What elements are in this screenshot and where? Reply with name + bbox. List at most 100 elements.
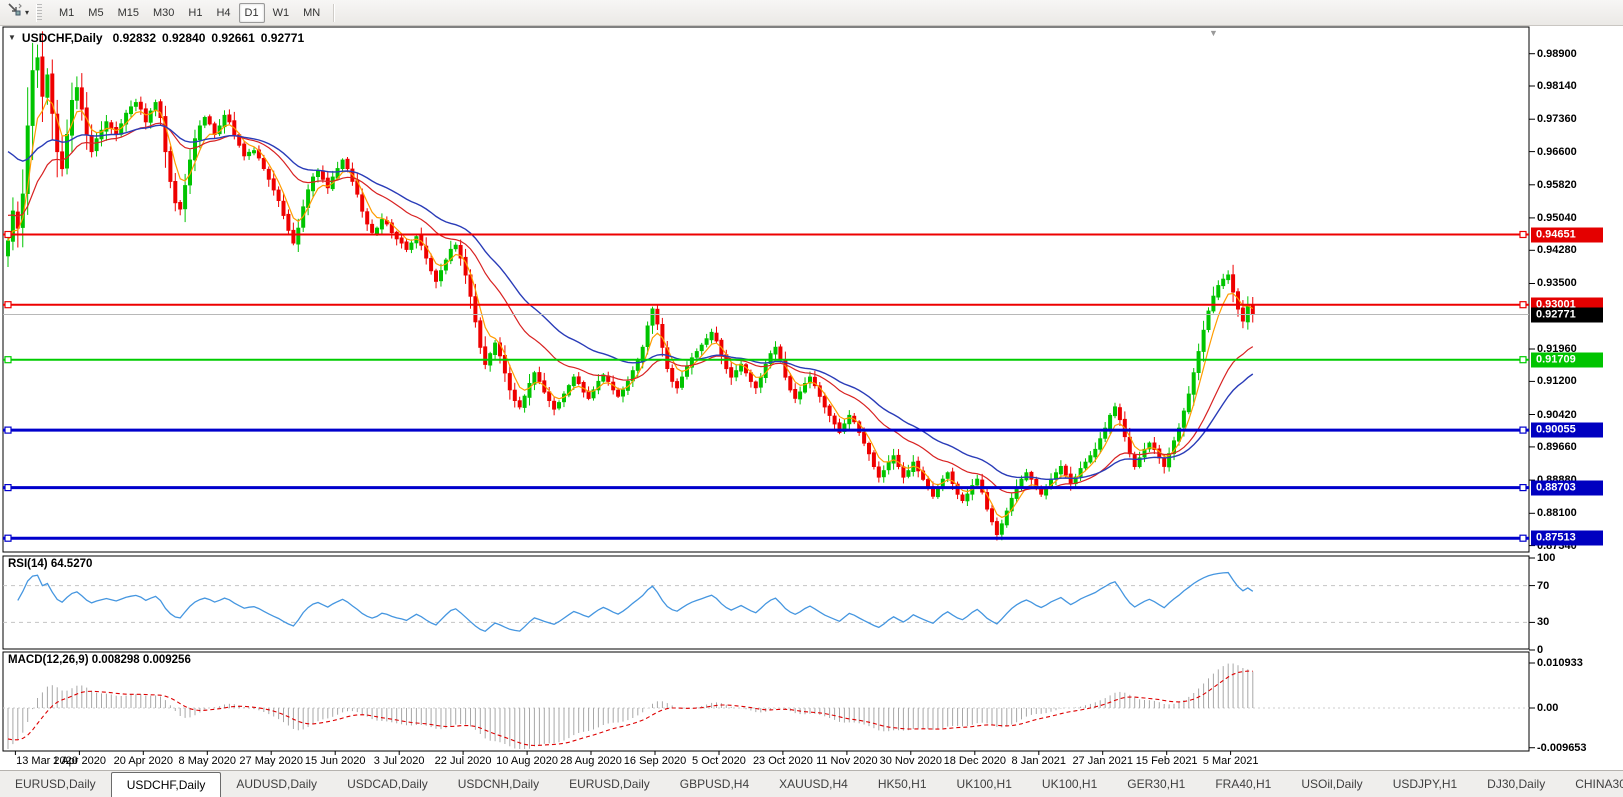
macd-tick--0.009653: -0.009653: [1537, 741, 1587, 754]
chart-window: ▼ USDCHF,Daily 0.92832 0.92840 0.92661 0…: [0, 26, 1623, 770]
chart-tab-dj30-daily[interactable]: DJ30,Daily: [1487, 777, 1546, 791]
timeframe-button-mn[interactable]: MN: [303, 6, 321, 19]
timeframe-button-w1[interactable]: W1: [272, 6, 290, 19]
price-flag-0.90055: 0.90055: [1531, 422, 1603, 438]
hline-0.94651[interactable]: [3, 230, 1529, 239]
timeframe-button-h4[interactable]: H4: [216, 6, 231, 19]
date-tick-2: 20 Apr 2020: [113, 755, 173, 767]
timeframe-toolbar: ▾ M1 M5 M15 M30 H1 H4 D1 W1 MN: [0, 0, 1623, 26]
hline-handle[interactable]: [1519, 484, 1527, 492]
chart-tab-fra40-h1[interactable]: FRA40,H1: [1215, 777, 1272, 791]
date-tick-12: 23 Oct 2020: [752, 755, 813, 767]
chart-canvas[interactable]: [0, 26, 1623, 770]
chart-tab-usdchf-daily[interactable]: USDCHF,Daily: [110, 772, 222, 797]
cursor-tool-button[interactable]: ▾: [4, 0, 32, 25]
chart-tab-usdcnh-daily[interactable]: USDCNH,Daily: [457, 777, 540, 791]
chart-tab-gbpusd-h4[interactable]: GBPUSD,H4: [679, 777, 750, 791]
chart-shift-marker-icon[interactable]: ▼: [1209, 28, 1218, 38]
price-tick-0.89660: 0.89660: [1537, 440, 1577, 453]
date-tick-17: 27 Jan 2021: [1072, 755, 1133, 767]
date-tick-16: 8 Jan 2021: [1011, 755, 1066, 767]
chart-tab-uk100-h1[interactable]: UK100,H1: [956, 777, 1012, 791]
date-tick-4: 27 May 2020: [239, 755, 304, 767]
hline-handle[interactable]: [1519, 534, 1527, 542]
price-tick-0.96600: 0.96600: [1537, 145, 1577, 158]
price-tick-0.91960: 0.91960: [1537, 343, 1577, 355]
hline-0.88703[interactable]: [3, 484, 1529, 492]
hline-handle[interactable]: [4, 301, 12, 309]
date-tick-5: 15 Jun 2020: [304, 755, 366, 767]
chart-tab-eurusd-daily[interactable]: EURUSD,Daily: [15, 777, 96, 791]
chart-tab-xauusd-h4[interactable]: XAUUSD,H4: [779, 777, 848, 791]
price-tick-0.90420: 0.90420: [1537, 408, 1577, 421]
ohlc-close: 0.92771: [260, 31, 305, 45]
date-tick-14: 30 Nov 2020: [879, 755, 943, 767]
hline-handle[interactable]: [4, 484, 12, 492]
date-tick-7: 22 Jul 2020: [434, 755, 492, 767]
hline-handle[interactable]: [1519, 356, 1527, 364]
date-tick-3: 8 May 2020: [178, 755, 236, 767]
date-tick-13: 11 Nov 2020: [816, 755, 878, 767]
date-tick-19: 5 Mar 2021: [1202, 755, 1259, 767]
chart-tab-china300-h1[interactable]: CHINA300,H1: [1575, 777, 1623, 791]
symbol-dropdown-icon[interactable]: ▼: [8, 33, 16, 42]
toolbar-drag-handle[interactable]: [36, 3, 43, 22]
ohlc-low: 0.92661: [211, 31, 255, 45]
date-tick-1: 1 Apr 2020: [52, 755, 106, 767]
date-tick-9: 28 Aug 2020: [560, 755, 622, 767]
hline-handle[interactable]: [4, 426, 12, 434]
chart-tab-ger30-h1[interactable]: GER30,H1: [1127, 777, 1186, 791]
chart-tab-usdcad-daily[interactable]: USDCAD,Daily: [347, 777, 428, 791]
chart-tab-uk100-h1[interactable]: UK100,H1: [1041, 777, 1098, 791]
price-tick-0.98140: 0.98140: [1537, 80, 1577, 93]
price-tick-0.93500: 0.93500: [1537, 277, 1577, 290]
price-flag-0.87513: 0.87513: [1531, 530, 1603, 546]
hline-handle[interactable]: [4, 230, 12, 239]
hline-handle[interactable]: [1519, 426, 1527, 434]
date-tick-6: 3 Jul 2020: [373, 755, 425, 767]
timeframe-button-h1[interactable]: H1: [188, 6, 203, 19]
price-tick-0.95040: 0.95040: [1537, 211, 1577, 224]
rsi-tick-70: 70: [1537, 579, 1550, 592]
timeframe-button-d1[interactable]: D1: [238, 2, 265, 23]
hline-handle[interactable]: [1519, 230, 1527, 239]
hline-0.87513[interactable]: [3, 534, 1529, 542]
price-flag-0.88703: 0.88703: [1531, 480, 1603, 496]
chart-tab-audusd-daily[interactable]: AUDUSD,Daily: [236, 777, 318, 791]
timeframe-button-m30[interactable]: M30: [152, 6, 175, 19]
timeframe-button-m1[interactable]: M1: [59, 6, 75, 19]
price-flag-0.94651: 0.94651: [1531, 227, 1603, 242]
cursor-tool-icon: [7, 2, 23, 23]
date-tick-11: 5 Oct 2020: [692, 755, 746, 767]
timeframe-buttons: M1 M5 M15 M30 H1 H4 D1 W1 MN: [52, 2, 327, 23]
price-tick-0.95820: 0.95820: [1537, 178, 1577, 191]
price-tick-0.91200: 0.91200: [1537, 375, 1577, 388]
date-tick-15: 18 Dec 2020: [943, 755, 1006, 767]
rsi-indicator-label: RSI(14) 64.5270: [8, 558, 93, 570]
chart-tab-hk50-h1[interactable]: HK50,H1: [877, 777, 927, 791]
chart-tab-usdjpy-h1[interactable]: USDJPY,H1: [1392, 777, 1458, 791]
rsi-tick-30: 30: [1537, 616, 1550, 629]
chart-tab-usoil-daily[interactable]: USOil,Daily: [1301, 777, 1363, 791]
hline-0.90055[interactable]: [3, 426, 1529, 434]
macd-tick-0.010933: 0.010933: [1537, 656, 1583, 669]
timeframe-button-m5[interactable]: M5: [88, 6, 104, 19]
hline-handle[interactable]: [1519, 301, 1527, 309]
price-tick-0.97360: 0.97360: [1537, 113, 1577, 126]
rsi-tick-100: 100: [1537, 552, 1556, 564]
slow-ma: [7, 124, 1254, 480]
chart-tab-eurusd-daily[interactable]: EURUSD,Daily: [569, 777, 650, 791]
timeframe-button-m15[interactable]: M15: [117, 6, 139, 19]
price-flag-0.92771: 0.92771: [1531, 307, 1603, 322]
macd-indicator-label: MACD(12,26,9) 0.008298 0.009256: [8, 654, 191, 666]
date-tick-0: 13 Mar 2020: [16, 755, 78, 767]
chart-symbol-label: USDCHF,Daily: [21, 31, 103, 45]
hline-handle[interactable]: [4, 534, 12, 542]
hline-0.93001[interactable]: [3, 301, 1529, 309]
macd-tick-0.00: 0.00: [1537, 702, 1559, 714]
toolbar-separator: [333, 3, 336, 22]
hline-0.91709[interactable]: [3, 356, 1529, 364]
date-tick-18: 15 Feb 2021: [1135, 755, 1198, 767]
hline-handle[interactable]: [4, 356, 12, 364]
